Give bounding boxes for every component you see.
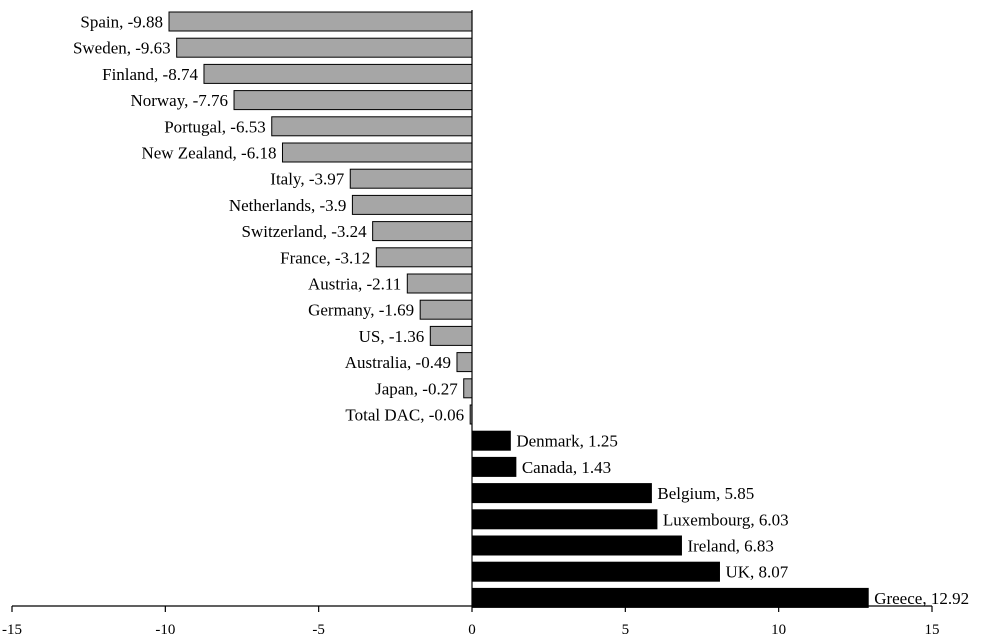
bar-new-zealand xyxy=(281,142,473,163)
data-label: Netherlands, -3.9 xyxy=(229,196,347,215)
data-label: France, -3.12 xyxy=(280,248,370,267)
bar-ireland xyxy=(471,535,682,556)
bar-netherlands xyxy=(351,194,473,215)
bar-finland xyxy=(203,63,473,84)
axes-group: -15 -10 -5 0 5 10 15 xyxy=(2,10,940,638)
bar-france xyxy=(375,247,473,268)
data-label: Japan, -0.27 xyxy=(375,379,458,398)
data-label: Luxembourg, 6.03 xyxy=(663,510,789,529)
bar-uk xyxy=(471,561,720,582)
data-label: Austria, -2.11 xyxy=(308,275,401,294)
bar-belgium xyxy=(471,483,652,504)
x-tick-label: 5 xyxy=(622,622,630,638)
bar-switzerland xyxy=(372,221,473,242)
bar-luxembourg xyxy=(471,509,658,530)
data-label: Sweden, -9.63 xyxy=(73,39,171,58)
bars-group xyxy=(168,11,869,608)
data-label: Spain, -9.88 xyxy=(80,13,163,32)
x-tick-label: -5 xyxy=(312,622,325,638)
bar-canada xyxy=(471,456,517,477)
bar-japan xyxy=(463,378,473,399)
data-label: Total DAC, -0.06 xyxy=(345,406,464,425)
data-label: New Zealand, -6.18 xyxy=(141,144,276,163)
data-label: Germany, -1.69 xyxy=(308,301,414,320)
bar-sweden xyxy=(176,37,473,58)
data-label: Australia, -0.49 xyxy=(345,353,451,372)
x-tick-label: -15 xyxy=(2,622,22,638)
bar-italy xyxy=(349,168,473,189)
bar-us xyxy=(429,325,473,346)
bar-greece xyxy=(471,587,869,608)
data-label: Greece, 12.92 xyxy=(874,589,969,608)
data-label: Canada, 1.43 xyxy=(522,458,611,477)
x-tick-label: 0 xyxy=(468,622,476,638)
data-label: UK, 8.07 xyxy=(725,563,788,582)
bar-germany xyxy=(419,299,473,320)
data-label: Denmark, 1.25 xyxy=(516,432,618,451)
data-label: Switzerland, -3.24 xyxy=(242,222,368,241)
data-labels-group: Spain, -9.88 Sweden, -9.63 Finland, -8.74 N… xyxy=(73,13,969,608)
data-label: Ireland, 6.83 xyxy=(687,537,773,556)
bar-norway xyxy=(233,90,473,111)
x-tick-label: 10 xyxy=(771,622,786,638)
bar-spain xyxy=(168,11,473,32)
bar-denmark xyxy=(471,430,511,451)
data-label: Norway, -7.76 xyxy=(130,91,228,110)
data-label: US, -1.36 xyxy=(359,327,425,346)
x-tick-label: 15 xyxy=(925,622,940,638)
bar-portugal xyxy=(271,116,473,137)
bar-austria xyxy=(406,273,473,294)
data-label: Portugal, -6.53 xyxy=(164,117,266,136)
data-label: Italy, -3.97 xyxy=(270,170,344,189)
data-label: Finland, -8.74 xyxy=(102,65,198,84)
bar-australia xyxy=(456,352,473,373)
x-tick-label: -10 xyxy=(155,622,175,638)
data-label: Belgium, 5.85 xyxy=(657,484,754,503)
